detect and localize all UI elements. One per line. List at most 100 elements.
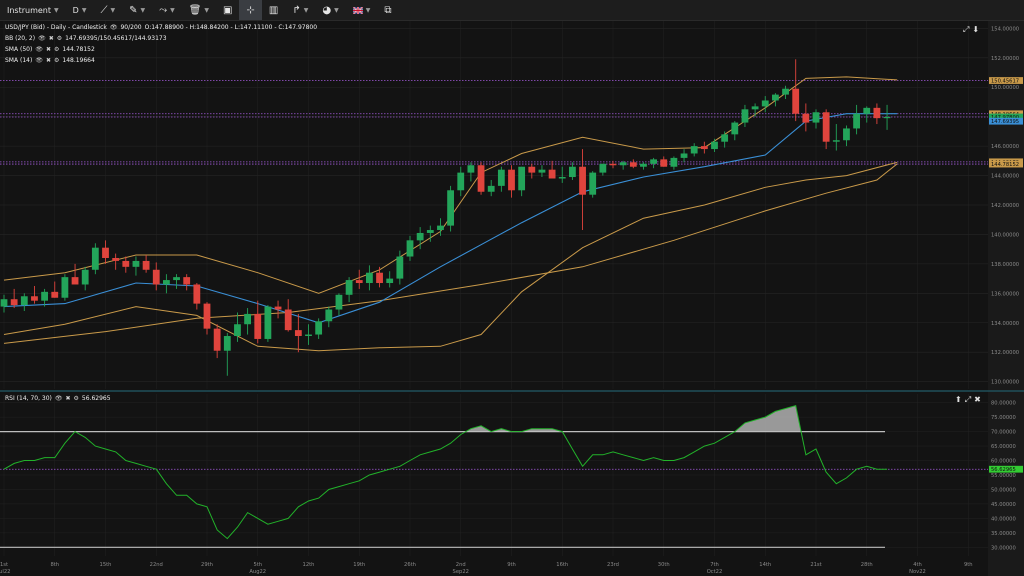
- candle-body: [183, 277, 191, 285]
- time-tick-sublabel: Jul22: [0, 569, 10, 575]
- delete-tool[interactable]: 🗑 ▼: [182, 0, 216, 20]
- gear-icon[interactable]: ⚙: [73, 395, 79, 402]
- candle-body: [20, 296, 28, 306]
- gear-icon[interactable]: ⚙: [53, 57, 60, 64]
- pencil-tool[interactable]: ✎ ▼: [122, 0, 152, 20]
- candle-body: [548, 169, 556, 179]
- candle-body: [477, 165, 485, 192]
- popout-window-icon: ⧉: [384, 4, 392, 16]
- layout-icon: ▣: [223, 4, 233, 16]
- candle-body: [832, 140, 840, 142]
- candle-body: [518, 166, 526, 191]
- candle-body: [396, 256, 404, 279]
- price-tick-label: 130.00000: [991, 380, 1019, 386]
- rsi-tick-label: 60.00000: [991, 459, 1016, 465]
- candle-body: [203, 303, 211, 329]
- price-tick-label: 138.00000: [991, 262, 1019, 268]
- candle-body: [223, 336, 231, 351]
- candle-body: [335, 294, 343, 310]
- rsi-label: RSI (14, 70, 30): [5, 395, 52, 402]
- candle-body: [619, 162, 627, 166]
- candle-body: [508, 169, 515, 191]
- indicators-button[interactable]: ▥: [262, 0, 285, 20]
- palette-icon: ◕: [322, 4, 332, 16]
- shapes-tool[interactable]: ⤳ ▼: [152, 0, 182, 20]
- timeframe-dropdown[interactable]: D ▼: [66, 0, 94, 20]
- candle-body: [447, 190, 454, 226]
- candle-body: [264, 306, 272, 339]
- candle-body: [792, 88, 800, 114]
- rsi-tick-label: 35.00000: [991, 531, 1016, 537]
- sma50-line: [3, 163, 898, 344]
- close-icon[interactable]: ✖: [65, 395, 71, 402]
- candle-body: [640, 163, 647, 167]
- price-label-box: [989, 117, 1023, 125]
- crosshair-button[interactable]: ⊹: [239, 0, 262, 20]
- time-tick-label: 16th: [556, 562, 568, 568]
- move-up-icon[interactable]: ⬆: [955, 395, 962, 404]
- candle-body: [386, 278, 394, 284]
- bb-values: 147.69395/150.45617/144.93173: [65, 35, 167, 42]
- time-tick-sublabel: Nov22: [909, 569, 926, 575]
- legend-ohlc: O:147.88900 - H:148.84200 - L:147.11100 …: [144, 24, 318, 31]
- expand-icon[interactable]: ⤢: [964, 395, 972, 404]
- time-tick-label: 23rd: [607, 562, 619, 568]
- rsi-value: 56.62965: [81, 395, 111, 402]
- candle-body: [772, 94, 779, 101]
- legend-sma14-row: SMA (14) 👁 ✖ ⚙ 148.19664: [5, 57, 95, 64]
- sma50-label: SMA (50): [5, 46, 33, 53]
- time-tick-label: 22nd: [150, 562, 163, 568]
- language-dropdown[interactable]: ▼: [346, 0, 378, 20]
- candle-body: [122, 260, 130, 267]
- candle-body: [680, 153, 688, 158]
- price-label-text: 150.45617: [991, 79, 1019, 85]
- candle-body: [234, 324, 241, 337]
- close-icon[interactable]: ✖: [45, 57, 51, 64]
- candle-body: [487, 185, 495, 192]
- instrument-dropdown[interactable]: Instrument ▼: [0, 0, 66, 20]
- chevron-down-icon: ▼: [81, 6, 87, 14]
- draw-line-tool[interactable]: ⟋ ▼: [93, 0, 122, 20]
- candle-body: [863, 107, 871, 114]
- close-icon[interactable]: ✖: [45, 46, 51, 53]
- eye-icon[interactable]: 👁: [38, 35, 46, 42]
- price-tick-label: 142.00000: [991, 203, 1019, 209]
- candle-body: [10, 299, 18, 306]
- close-icon[interactable]: ✖: [974, 395, 981, 404]
- eye-icon[interactable]: 👁: [35, 46, 43, 53]
- chart-area[interactable]: 154.00000152.00000150.00000148.00000146.…: [0, 21, 1024, 576]
- rsi-tick-label: 45.00000: [991, 502, 1016, 508]
- popout-button[interactable]: ⧉: [377, 0, 398, 20]
- candle-body: [883, 117, 891, 119]
- chevron-down-icon: ▼: [54, 6, 59, 14]
- candle-body: [711, 141, 718, 150]
- fibonacci-icon: ⤳: [159, 4, 168, 16]
- candle-body: [102, 247, 109, 258]
- candle-body: [254, 313, 262, 339]
- gear-icon[interactable]: ⚙: [56, 35, 63, 42]
- candle-body: [132, 260, 140, 267]
- candlestick-chart-svg[interactable]: 154.00000152.00000150.00000148.00000146.…: [0, 21, 1024, 576]
- rsi-tick-label: 55.00000: [991, 473, 1016, 479]
- time-tick-label: 30th: [658, 562, 670, 568]
- candle-body: [690, 146, 698, 154]
- candle-body: [376, 272, 383, 284]
- legend-bars-info: 90/200: [120, 24, 142, 31]
- uk-flag-icon: [352, 6, 363, 14]
- share-dropdown[interactable]: ↱ ▼: [285, 0, 315, 20]
- trash-icon: 🗑: [188, 4, 202, 16]
- eye-icon[interactable]: 👁: [109, 24, 118, 31]
- gear-icon[interactable]: ⚙: [53, 46, 60, 53]
- rsi-line: [3, 404, 888, 540]
- instrument-label: Instrument: [7, 5, 52, 15]
- eye-icon[interactable]: 👁: [35, 57, 43, 64]
- eye-icon[interactable]: 👁: [54, 395, 63, 402]
- legend-title: USD/JPY (Bid) - Daily - Candlestick: [5, 24, 107, 31]
- close-icon[interactable]: ✖: [48, 35, 54, 42]
- move-down-icon[interactable]: ⬇: [972, 25, 980, 34]
- layout-button[interactable]: ▣: [216, 0, 239, 20]
- candle-body: [589, 172, 597, 195]
- candle-body: [650, 159, 657, 164]
- expand-icon[interactable]: ⤢: [963, 25, 970, 34]
- theme-dropdown[interactable]: ◕ ▼: [315, 0, 345, 20]
